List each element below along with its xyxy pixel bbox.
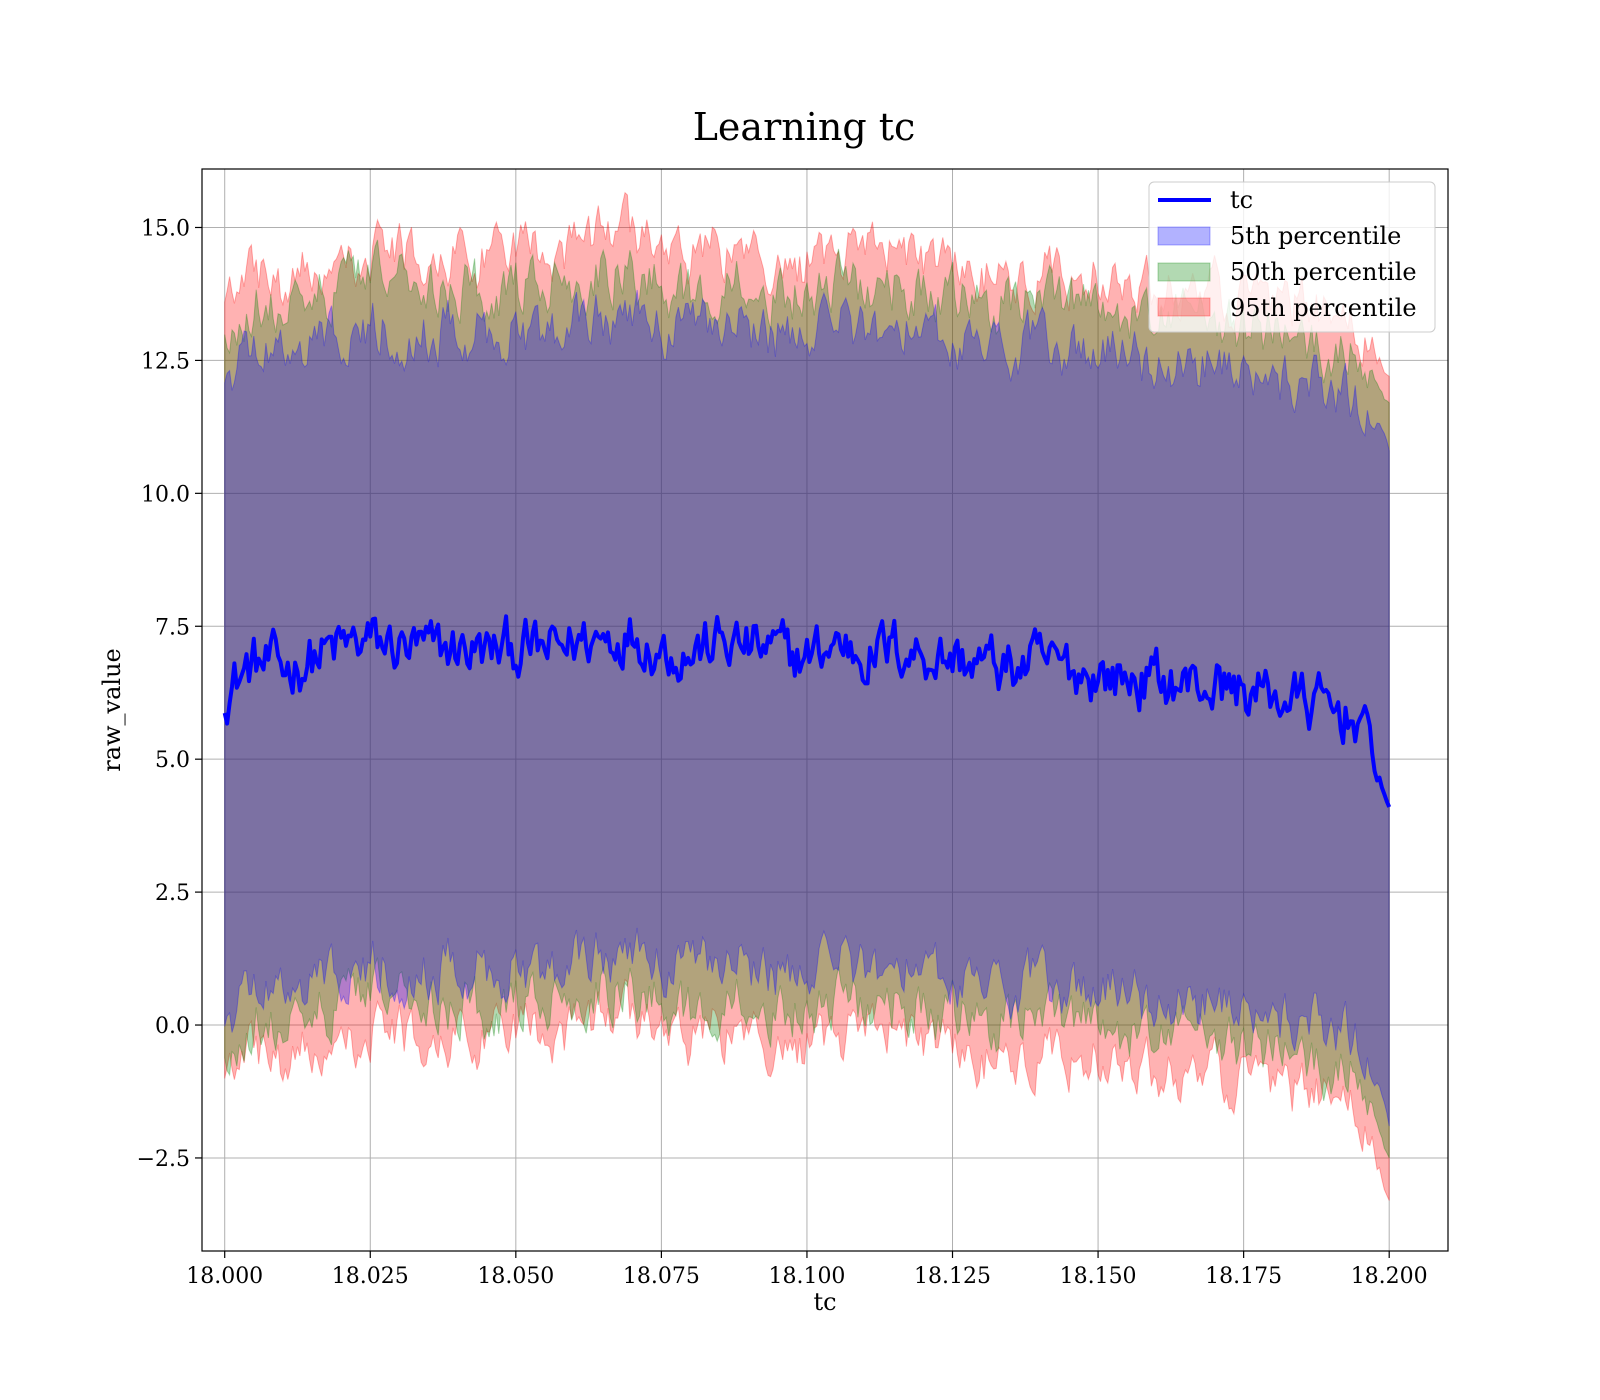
- tc-series: [222, 614, 1392, 808]
- x-tick-label-3: 18.075: [623, 1264, 700, 1289]
- legend-label-50th: 50th percentile: [1230, 258, 1417, 286]
- band-50th-percentile: [224, 239, 1390, 1159]
- y-axis-label: raw_value: [98, 648, 126, 772]
- x-tick-label-1: 18.025: [332, 1264, 409, 1289]
- grid: [202, 169, 1448, 1251]
- legend-swatch-95th: [1157, 297, 1211, 317]
- y-tick-label-6: 12.5: [141, 349, 190, 374]
- x-axis-ticks: 18.000 18.025 18.050 18.075 18.100 18.125 18.1…: [186, 1251, 1428, 1289]
- y-axis-ticks: −2.5 0.0 2.5 5.0 7.5 10.0 12.5 15.0: [137, 216, 202, 1172]
- tc-line: [222, 614, 1392, 808]
- x-tick-label-2: 18.050: [477, 1264, 554, 1289]
- x-tick-label-4: 18.100: [768, 1264, 845, 1289]
- legend-swatch-5th: [1157, 226, 1211, 246]
- x-tick-label-7: 18.175: [1205, 1264, 1282, 1289]
- plot-frame: [201, 168, 1449, 1252]
- y-tick-label-2: 2.5: [155, 881, 190, 906]
- y-tick-label-4: 7.5: [155, 615, 190, 640]
- y-tick-label-0: −2.5: [137, 1147, 190, 1172]
- x-tick-label-8: 18.200: [1351, 1264, 1428, 1289]
- y-tick-label-3: 5.0: [155, 748, 190, 773]
- legend-label-5th: 5th percentile: [1230, 222, 1401, 250]
- band-95th-percentile: [224, 191, 1390, 1201]
- legend: tc 5th percentile 50th percentile 95th p…: [1148, 181, 1436, 333]
- y-tick-label-1: 0.0: [155, 1014, 190, 1039]
- legend-swatch-50th: [1157, 262, 1211, 282]
- percentile-bands: [224, 191, 1390, 1201]
- x-axis-label: tc: [813, 1288, 836, 1316]
- legend-frame: [1148, 181, 1436, 333]
- x-tick-label-0: 18.000: [186, 1264, 263, 1289]
- band-5th-percentile: [224, 289, 1390, 1127]
- x-tick-label-5: 18.125: [914, 1264, 991, 1289]
- chart-title: Learning tc: [693, 105, 916, 149]
- x-tick-label-6: 18.150: [1060, 1264, 1137, 1289]
- y-tick-label-7: 15.0: [141, 216, 190, 241]
- legend-label-tc: tc: [1230, 186, 1253, 214]
- y-tick-label-5: 10.0: [141, 482, 190, 507]
- legend-label-95th: 95th percentile: [1230, 294, 1417, 322]
